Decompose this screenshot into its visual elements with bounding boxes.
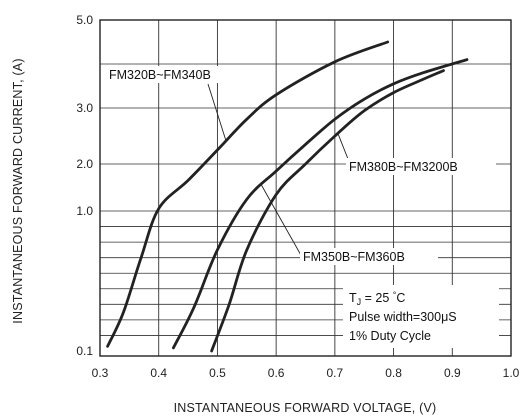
tj-c: C xyxy=(396,291,405,305)
y-tick-5.0: 5.0 xyxy=(76,13,93,27)
y-tick-0.1: 0.1 xyxy=(76,344,93,358)
curve-series-2 xyxy=(210,69,445,353)
y-axis-title: INSTANTANEOUS FORWARD CURRENT, (A) xyxy=(11,58,25,323)
plot-frame xyxy=(99,19,512,357)
curve-series-0 xyxy=(106,40,390,348)
leader-fm350b xyxy=(261,184,303,258)
series-label-bg-3 xyxy=(346,158,496,175)
series-label-fm350b: FM350B~FM360B xyxy=(303,250,405,264)
conditions-tj: TJ = 25 °C xyxy=(349,290,405,307)
grid xyxy=(100,20,511,356)
leader-lines xyxy=(207,83,351,258)
x-tick-0.6: 0.6 xyxy=(268,366,285,380)
curves xyxy=(106,40,469,353)
y-tick-3.0: 3.0 xyxy=(76,101,93,115)
leader-fm320b xyxy=(207,83,227,142)
x-tick-1.0: 1.0 xyxy=(503,366,520,380)
series-label-bg-1 xyxy=(106,66,242,83)
x-tick-0.4: 0.4 xyxy=(150,366,167,380)
tj-deg: ° xyxy=(393,290,397,300)
y-tick-labels: 0.1 1.0 2.0 3.0 5.0 xyxy=(76,13,93,358)
x-tick-0.3: 0.3 xyxy=(92,366,109,380)
y-tick-1.0: 1.0 xyxy=(76,204,93,218)
x-tick-0.9: 0.9 xyxy=(444,366,461,380)
conditions-duty: 1% Duty Cycle xyxy=(349,329,431,343)
tj-sub: J xyxy=(357,297,362,307)
conditions-bg xyxy=(343,285,499,348)
y-tick-2.0: 2.0 xyxy=(76,157,93,171)
x-tick-labels: 0.3 0.4 0.5 0.6 0.7 0.8 0.9 1.0 xyxy=(92,366,520,380)
x-tick-0.8: 0.8 xyxy=(385,366,402,380)
series-label-fm320b: FM320B~FM340B xyxy=(109,68,211,82)
tj-t: T xyxy=(349,291,357,305)
x-tick-0.7: 0.7 xyxy=(327,366,344,380)
series-label-bg-2 xyxy=(300,248,438,265)
tj-eq: = 25 xyxy=(361,291,393,305)
x-tick-0.5: 0.5 xyxy=(209,366,226,380)
curve-series-1 xyxy=(172,58,469,350)
series-label-fm380b: FM380B~FM3200B xyxy=(349,160,458,174)
conditions-pulse: Pulse width=300μS xyxy=(349,310,457,324)
x-axis-title: INSTANTANEOUS FORWARD VOLTAGE, (V) xyxy=(174,401,437,415)
